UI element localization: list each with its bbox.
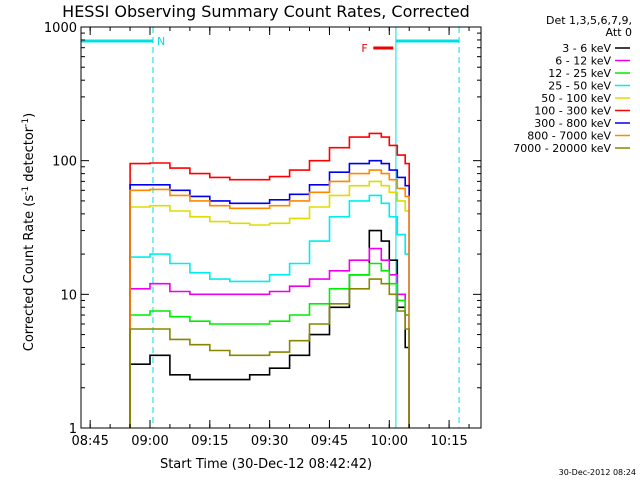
x-axis: 08:45 09:00 09:15 09:30 09:45 10:00 10:15 <box>71 27 470 449</box>
y-axis-label-end: ) <box>22 113 37 118</box>
y-axis-label-main: Corrected Count Rate (s <box>22 195 37 352</box>
x-tick-label: 08:45 <box>71 434 108 449</box>
y-axis-label: Corrected Count Rate (s-1 detector-1) <box>21 113 37 351</box>
y-axis-label-mid: detector <box>22 126 37 186</box>
legend-label: 7000 - 20000 keV <box>513 142 611 155</box>
legend-label: 3 - 6 keV <box>562 42 611 55</box>
x-tick-label: 09:00 <box>131 434 168 449</box>
timestamp: 30-Dec-2012 08:24 <box>559 468 636 477</box>
x-tick-label: 09:15 <box>191 434 228 449</box>
y-tick-label: 1 <box>69 422 77 437</box>
y-axis: 1 10 100 1000 <box>44 21 481 437</box>
series-line <box>129 132 410 428</box>
x-tick-label: 10:15 <box>430 434 467 449</box>
y-tick-label: 1000 <box>44 21 77 36</box>
series-line <box>129 194 410 428</box>
series-line <box>129 180 410 428</box>
legend-header: Det 1,3,5,6,7,9, <box>546 14 632 27</box>
legend-header: Att 0 <box>606 26 632 39</box>
series-line <box>129 169 410 428</box>
series-line <box>129 278 410 428</box>
x-tick-label: 09:30 <box>251 434 288 449</box>
night-bar-label: N <box>157 35 165 48</box>
series-line <box>129 262 410 428</box>
annotation-layer: NF <box>81 27 460 428</box>
legend-label: 800 - 7000 keV <box>527 130 611 143</box>
x-tick-label: 09:45 <box>311 434 348 449</box>
y-axis-label-exp: -1 <box>21 186 31 195</box>
x-axis-label: Start Time (30-Dec-12 08:42:42) <box>160 457 372 472</box>
series-layer <box>129 132 410 428</box>
y-tick-label: 100 <box>52 155 77 170</box>
chart-title: HESSI Observing Summary Count Rates, Cor… <box>62 2 470 21</box>
plot-frame <box>80 26 482 429</box>
series-line <box>129 159 410 428</box>
x-tick-label: 10:00 <box>371 434 408 449</box>
legend-label: 50 - 100 keV <box>541 92 611 105</box>
legend-label: 25 - 50 keV <box>548 80 611 93</box>
y-tick-label: 10 <box>60 288 77 303</box>
legend-label: 300 - 800 keV <box>534 117 611 130</box>
y-axis-label-exp: -1 <box>21 118 31 127</box>
legend-label: 100 - 300 keV <box>534 105 611 118</box>
flare-bar-label: F <box>361 42 367 55</box>
legend-label: 6 - 12 keV <box>555 55 611 68</box>
legend-label: 12 - 25 keV <box>548 67 611 80</box>
